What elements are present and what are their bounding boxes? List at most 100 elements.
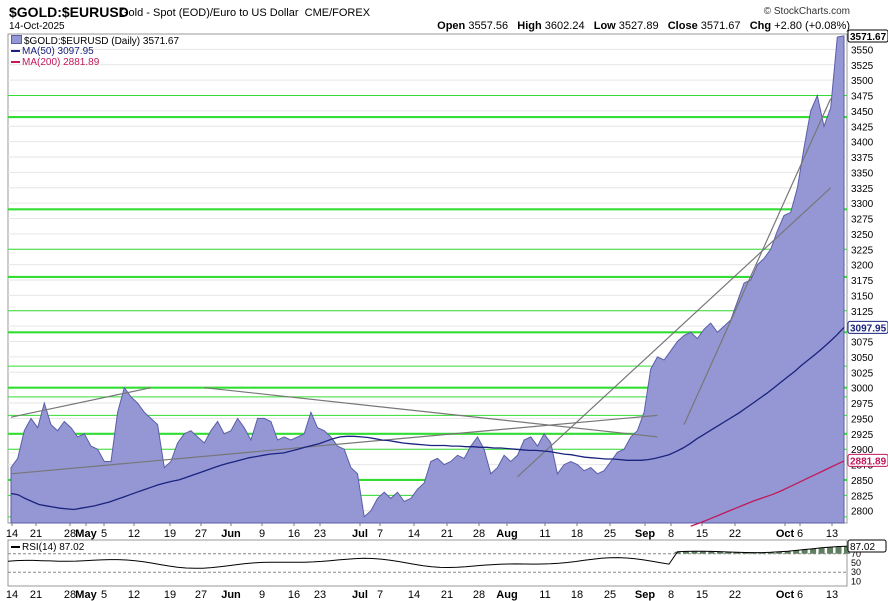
rsi-x-tick-label: May [75, 589, 97, 601]
rsi-x-tick-label: Jun [221, 589, 241, 601]
rsi-x-tick-label: 13 [826, 589, 838, 601]
x-tick-label: 5 [101, 528, 107, 540]
ma50-line [10, 326, 845, 511]
legend-main-swatch [11, 35, 22, 44]
rsi-x-tick-label: 6 [797, 589, 803, 601]
y-tick-label: 3325 [851, 184, 874, 195]
high-value: 3602.24 [544, 20, 585, 32]
low-label: Low [593, 20, 616, 32]
y-tick-label: 3550 [851, 45, 874, 56]
x-tick-label: 18 [571, 528, 583, 540]
y-tick-label: 3525 [851, 61, 874, 72]
trendline [683, 98, 832, 425]
y-tick-label: 3050 [851, 353, 874, 364]
y-tick-label: 2825 [851, 491, 874, 502]
legend-rsi: RSI(14) 87.02 [11, 542, 84, 553]
legend-ma50-swatch [11, 50, 20, 53]
x-tick-label: 7 [377, 528, 383, 540]
rsi-x-tick-label: Oct [776, 589, 795, 601]
x-tick-label: May [75, 528, 97, 540]
y-tick-label: 2975 [851, 399, 874, 410]
close-price-tag-box [847, 29, 888, 43]
trendline [10, 414, 658, 475]
y-tick-label: 3475 [851, 92, 874, 103]
low-value: 3527.89 [618, 20, 659, 32]
legend-rsi-swatch [11, 546, 20, 549]
y-tick-label: 3075 [851, 338, 874, 349]
x-tick-label: 27 [195, 528, 207, 540]
x-tick-label: 23 [314, 528, 326, 540]
x-tick-label: 21 [30, 528, 42, 540]
y-tick-label: 3225 [851, 245, 874, 256]
x-tick-label: 6 [797, 528, 803, 540]
legend-rsi-text: RSI(14) 87.02 [22, 542, 85, 553]
y-tick-label: 3125 [851, 307, 874, 318]
chg-value: +2.80 (+0.08%) [774, 20, 850, 32]
rsi-x-tick-label: 21 [441, 589, 453, 601]
trendline [204, 387, 658, 438]
x-tick-label: 16 [288, 528, 300, 540]
legend-ma200-swatch [11, 61, 20, 64]
rsi-x-tick-label: 7 [377, 589, 383, 601]
x-tick-label: 21 [441, 528, 453, 540]
x-tick-label: 11 [539, 528, 550, 540]
rsi-tick-label: 10 [851, 576, 861, 586]
y-tick-label: 3300 [851, 199, 874, 210]
rsi-x-tick-label: 15 [696, 589, 708, 601]
ma200-price-tag-box [847, 453, 888, 467]
rsi-overbought-fill [674, 546, 850, 554]
y-tick-label: 3250 [851, 230, 874, 241]
ma200-line [690, 460, 845, 527]
x-tick-label: 19 [164, 528, 176, 540]
rsi-x-tick-label: 23 [314, 589, 326, 601]
open-label: Open [437, 20, 466, 32]
y-tick-label: 2925 [851, 430, 874, 441]
y-tick-label: 3425 [851, 122, 874, 133]
y-tick-label: 3500 [851, 76, 874, 87]
x-tick-label: 13 [826, 528, 838, 540]
legend-ma200-text: MA(200) 2881.89 [22, 57, 100, 68]
rsi-value-tag: 87.02 [850, 542, 875, 553]
brand-label: © StockCharts.com [763, 6, 850, 17]
x-tick-label: Sep [635, 528, 655, 540]
symbol-description: Gold - Spot (EOD)/Euro to US Dollar CME/… [120, 7, 370, 19]
rsi-x-tick-label: 9 [259, 589, 265, 601]
rsi-x-tick-label: 14 [408, 589, 420, 601]
y-tick-label: 3400 [851, 138, 874, 149]
chg-label: Chg [749, 20, 772, 32]
x-tick-label: 22 [729, 528, 741, 540]
y-tick-label: 3000 [851, 384, 874, 395]
rsi-tick-label: 70 [851, 549, 861, 559]
x-tick-label: Aug [496, 528, 517, 540]
ohlc-readout: Open 3557.56 High 3602.24 Low 3527.89 Cl… [437, 20, 850, 32]
high-label: High [517, 20, 542, 32]
y-tick-label: 3350 [851, 168, 874, 179]
close-label: Close [667, 20, 698, 32]
close-price-tag: 3571.67 [850, 32, 887, 43]
rsi-x-tick-label: 27 [195, 589, 207, 601]
rsi-x-tick-label: 16 [288, 589, 300, 601]
y-tick-label: 2900 [851, 445, 874, 456]
x-tick-label: 14 [408, 528, 420, 540]
y-tick-label: 2800 [851, 507, 874, 518]
y-tick-label: 3275 [851, 215, 874, 226]
rsi-x-tick-label: 5 [101, 589, 107, 601]
rsi-tick-label: 50 [851, 558, 861, 568]
rsi-x-tick-label: 8 [668, 589, 674, 601]
open-value: 3557.56 [468, 20, 509, 32]
y-tick-label: 3375 [851, 153, 874, 164]
y-tick-label: 3025 [851, 368, 874, 379]
rsi-x-tick-label: 28 [64, 589, 76, 601]
rsi-x-tick-label: Aug [496, 589, 517, 601]
rsi-value-box [847, 539, 887, 553]
x-tick-label: 14 [6, 528, 18, 540]
exchange-text: CME/FOREX [304, 7, 371, 19]
y-tick-label: 3150 [851, 291, 874, 302]
x-tick-label: Jul [352, 528, 368, 540]
chart-date: 14-Oct-2025 [9, 21, 65, 32]
legend-main-text: $GOLD:$EURUSD (Daily) 3571.67 [24, 36, 180, 47]
y-tick-label: 3200 [851, 261, 874, 272]
trendline [10, 387, 152, 418]
legend-ma200: MA(200) 2881.89 [11, 57, 99, 68]
